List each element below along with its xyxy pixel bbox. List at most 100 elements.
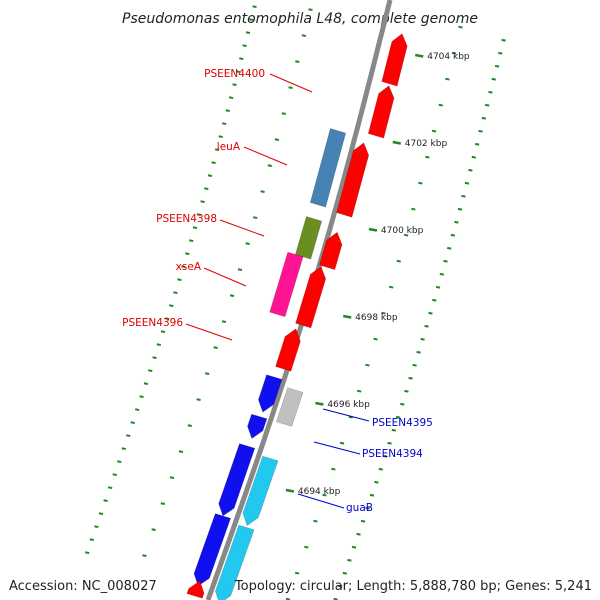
- gene-leuA-block: [309, 128, 347, 208]
- gc-ring-dash: [408, 376, 413, 380]
- gene-label-leader: [243, 146, 288, 166]
- gene-PSEEN4394: [247, 413, 268, 439]
- gc-ring-dash: [389, 285, 394, 289]
- gc-ring-dash: [342, 571, 348, 575]
- gc-ring-dash: [169, 476, 175, 480]
- gc-ring-dash: [356, 532, 361, 536]
- gc-ring-dash: [468, 168, 473, 172]
- tick-mark: [414, 53, 424, 58]
- gc-ring-dash: [260, 190, 265, 194]
- gc-ring-dash: [457, 207, 463, 211]
- gene-label-leader: [322, 408, 370, 422]
- gc-ring-dash: [471, 155, 476, 159]
- gc-ring-dash: [445, 77, 450, 81]
- gc-ring-dash: [295, 60, 300, 64]
- map-title: Pseudomonas entomophila L48, complete ge…: [122, 11, 478, 27]
- gene-label-leader: [185, 323, 233, 341]
- gc-ring-dash: [428, 311, 433, 315]
- gc-ring-dash: [285, 597, 291, 600]
- tick-label: 4702 kbp: [405, 139, 448, 149]
- gc-ring-dash: [134, 408, 140, 412]
- gc-ring-dash: [107, 486, 113, 490]
- gc-ring-dash: [142, 554, 147, 558]
- gc-ring-dash: [252, 5, 257, 9]
- genome-summary-text: Topology: circular; Length: 5,888,780 bp…: [234, 579, 592, 594]
- tick-label: 4698 kbp: [355, 313, 398, 323]
- gc-ring-dash: [351, 545, 357, 549]
- gene-label-leader: [203, 267, 247, 287]
- gene-label-leader: [313, 441, 361, 455]
- gc-ring-dash: [431, 129, 437, 133]
- gc-ring-dash: [207, 174, 213, 178]
- gc-ring-dash: [447, 246, 452, 250]
- tick-label: 4700 kbp: [381, 226, 424, 236]
- gene-label-leader: [219, 219, 265, 237]
- gc-ring-dash: [418, 181, 423, 185]
- gc-ring-dash: [229, 294, 235, 298]
- gc-ring-dash: [411, 207, 416, 211]
- gc-ring-dash: [288, 86, 293, 90]
- gc-ring-dash: [239, 57, 244, 61]
- gc-ring-dash: [494, 64, 500, 68]
- gc-ring-dash: [225, 109, 230, 113]
- gene-label: guaB: [346, 502, 373, 514]
- gene-PSEEN4398-block: [295, 216, 323, 260]
- gc-ring-dash: [425, 155, 430, 159]
- gc-ring-dash: [373, 337, 378, 341]
- gc-ring-dash: [177, 278, 182, 282]
- gene-label: PSEEN4395: [372, 417, 433, 429]
- gene-xseA-block: [269, 251, 304, 318]
- gc-ring-dash: [416, 350, 421, 354]
- tick-label: 4704 kbp: [427, 52, 470, 62]
- gc-ring-dash: [196, 213, 202, 217]
- gc-ring-dash: [253, 216, 258, 220]
- gc-ring-dash: [249, 18, 254, 22]
- gc-ring-dash: [242, 44, 247, 48]
- gc-ring-dash: [218, 135, 223, 139]
- gene-guaB: [218, 443, 256, 517]
- gc-ring-dash: [164, 317, 170, 321]
- gc-ring-dash: [196, 398, 201, 402]
- tick-label: 4694 kbp: [298, 487, 341, 497]
- gene-forward: [381, 33, 408, 87]
- gc-ring-dash: [356, 389, 362, 393]
- gc-ring-dash: [228, 96, 234, 100]
- gc-ring-dash: [267, 164, 273, 168]
- gc-ring-dash: [458, 25, 463, 29]
- gc-ring-dash: [378, 467, 384, 471]
- gene-label: PSEEN4398: [156, 213, 217, 225]
- gc-ring-dash: [333, 597, 338, 600]
- gene-gray-block: [276, 387, 304, 427]
- gc-ring-dash: [438, 103, 444, 107]
- gc-ring-dash: [98, 512, 104, 516]
- gc-ring-dash: [156, 343, 162, 347]
- gene-leuA: [336, 142, 370, 218]
- gc-ring-dash: [200, 200, 205, 204]
- gc-ring-dash: [173, 291, 178, 295]
- gc-ring-dash: [245, 31, 251, 35]
- tick-label: 4696 kbp: [327, 400, 370, 410]
- gene-PSEEN4396: [275, 328, 301, 372]
- gc-ring-dash: [222, 122, 227, 126]
- gc-ring-dash: [294, 571, 300, 575]
- gc-ring-dash: [281, 112, 286, 116]
- gene-cyan: [242, 455, 279, 526]
- tick-mark: [368, 227, 378, 232]
- gene-forward: [367, 85, 395, 139]
- gc-ring-dash: [450, 233, 456, 237]
- gc-ring-dash: [451, 51, 457, 55]
- gc-ring-dash: [454, 220, 459, 224]
- gc-ring-dash: [420, 337, 425, 341]
- gc-ring-dash: [439, 272, 445, 276]
- gc-ring-dash: [112, 473, 117, 477]
- gene-red-bottom: [186, 580, 205, 599]
- gc-ring-dash: [205, 372, 210, 376]
- gc-ring-dash: [360, 519, 366, 523]
- gene-label: xseA: [176, 261, 202, 273]
- gene-label: PSEEN4396: [122, 317, 183, 329]
- gc-ring-dash: [478, 129, 483, 133]
- gc-ring-dash: [152, 356, 157, 360]
- gc-ring-dash: [488, 90, 493, 94]
- gc-ring-dash: [151, 528, 156, 532]
